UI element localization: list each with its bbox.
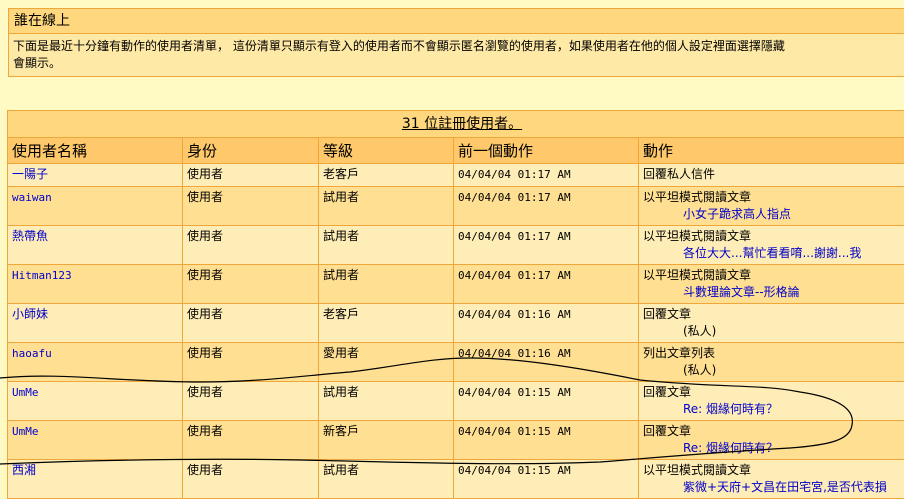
role-cell: 使用者 (183, 164, 319, 187)
column-header[interactable]: 使用者名稱 (8, 138, 183, 164)
last-activity-time: 04/04/04 01:15 AM (454, 421, 639, 460)
last-activity-time: 04/04/04 01:15 AM (454, 460, 639, 499)
table-row: Hitman123 使用者 試用者 04/04/04 01:17 AM 以平坦模… (8, 265, 904, 304)
username-link[interactable]: UmMe (12, 425, 39, 438)
table-row: waiwan 使用者 試用者 04/04/04 01:17 AM 以平坦模式閱讀… (8, 187, 904, 226)
level-cell: 老客戶 (319, 304, 454, 343)
action-text: 列出文章列表 (643, 345, 904, 362)
role-cell: 使用者 (183, 304, 319, 343)
last-activity-time: 04/04/04 01:17 AM (454, 265, 639, 304)
description-line: 會顯示。 (13, 55, 904, 72)
role-cell: 使用者 (183, 382, 319, 421)
username-link[interactable]: 熱帶魚 (12, 229, 48, 243)
role-cell: 使用者 (183, 343, 319, 382)
table-row: 熱帶魚 使用者 試用者 04/04/04 01:17 AM 以平坦模式閱讀文章各… (8, 226, 904, 265)
action-text: 以平坦模式閱讀文章 (643, 462, 904, 479)
action-cell: 以平坦模式閱讀文章紫微+天府+文昌在田宅宮,是否代表損 (639, 460, 904, 499)
action-cell: 以平坦模式閱讀文章斗數理論文章--形格論 (639, 265, 904, 304)
level-cell: 試用者 (319, 226, 454, 265)
user-cell: 小師妹 (8, 304, 183, 343)
table-row: 小師妹 使用者 老客戶 04/04/04 01:16 AM 回覆文章(私人) (8, 304, 904, 343)
column-header[interactable]: 前一個動作 (454, 138, 639, 164)
user-cell: waiwan (8, 187, 183, 226)
column-header[interactable]: 動作 (639, 138, 904, 164)
column-header[interactable]: 身份 (183, 138, 319, 164)
thread-link[interactable]: 紫微+天府+文昌在田宅宮,是否代表損 (643, 479, 904, 496)
user-cell: 一陽子 (8, 164, 183, 187)
role-cell: 使用者 (183, 460, 319, 499)
thread-link[interactable]: 斗數理論文章--形格論 (643, 284, 904, 301)
username-link[interactable]: waiwan (12, 191, 52, 204)
thread-link[interactable]: 各位大大...幫忙看看唷...謝謝...我 (643, 245, 904, 262)
username-link[interactable]: 西湘 (12, 463, 36, 477)
level-cell: 新客戶 (319, 421, 454, 460)
level-cell: 試用者 (319, 187, 454, 226)
action-cell: 以平坦模式閱讀文章各位大大...幫忙看看唷...謝謝...我 (639, 226, 904, 265)
table-row: haoafu 使用者 愛用者 04/04/04 01:16 AM 列出文章列表(… (8, 343, 904, 382)
thread-link[interactable]: Re: 烟緣何時有？ (643, 401, 904, 418)
last-activity-time: 04/04/04 01:17 AM (454, 226, 639, 265)
panel-description: 下面是最近十分鐘有動作的使用者清單， 這份清單只顯示有登入的使用者而不會顯示匿名… (9, 34, 904, 76)
level-cell: 試用者 (319, 382, 454, 421)
user-cell: UmMe (8, 421, 183, 460)
thread-link[interactable]: 小女子跪求高人指点 (643, 206, 904, 223)
last-activity-time: 04/04/04 01:17 AM (454, 187, 639, 226)
action-cell: 回覆私人信件 (639, 164, 904, 187)
username-link[interactable]: haoafu (12, 347, 52, 360)
level-cell: 試用者 (319, 460, 454, 499)
last-activity-time: 04/04/04 01:16 AM (454, 304, 639, 343)
description-line: 下面是最近十分鐘有動作的使用者清單， 這份清單只顯示有登入的使用者而不會顯示匿名… (13, 38, 904, 55)
role-cell: 使用者 (183, 187, 319, 226)
user-cell: Hitman123 (8, 265, 183, 304)
last-activity-time: 04/04/04 01:15 AM (454, 382, 639, 421)
username-link[interactable]: UmMe (12, 386, 39, 399)
level-cell: 試用者 (319, 265, 454, 304)
registered-users-count: 31 位註冊使用者。 (8, 111, 904, 138)
user-cell: 西湘 (8, 460, 183, 499)
whos-online-panel: 誰在線上 下面是最近十分鐘有動作的使用者清單， 這份清單只顯示有登入的使用者而不… (8, 8, 904, 77)
private-label: (私人) (643, 362, 904, 379)
table-row: 西湘 使用者 試用者 04/04/04 01:15 AM 以平坦模式閱讀文章紫微… (8, 460, 904, 499)
username-link[interactable]: 一陽子 (12, 167, 48, 181)
user-cell: 熱帶魚 (8, 226, 183, 265)
role-cell: 使用者 (183, 421, 319, 460)
thread-link[interactable]: Re: 烟緣何時有？ (643, 440, 904, 457)
caption-text: 31 位註冊使用者。 (402, 116, 522, 132)
action-text: 回覆文章 (643, 384, 904, 401)
private-label: (私人) (643, 323, 904, 340)
username-link[interactable]: 小師妹 (12, 307, 48, 321)
panel-title: 誰在線上 (9, 9, 904, 34)
table-row: 一陽子 使用者 老客戶 04/04/04 01:17 AM 回覆私人信件 (8, 164, 904, 187)
action-text: 回覆文章 (643, 306, 904, 323)
action-cell: 以平坦模式閱讀文章小女子跪求高人指点 (639, 187, 904, 226)
action-cell: 回覆文章(私人) (639, 304, 904, 343)
username-link[interactable]: Hitman123 (12, 269, 72, 282)
action-cell: 列出文章列表(私人) (639, 343, 904, 382)
level-cell: 愛用者 (319, 343, 454, 382)
role-cell: 使用者 (183, 265, 319, 304)
last-activity-time: 04/04/04 01:17 AM (454, 164, 639, 187)
action-text: 以平坦模式閱讀文章 (643, 228, 904, 245)
role-cell: 使用者 (183, 226, 319, 265)
user-cell: UmMe (8, 382, 183, 421)
user-cell: haoafu (8, 343, 183, 382)
last-activity-time: 04/04/04 01:16 AM (454, 343, 639, 382)
action-text: 以平坦模式閱讀文章 (643, 267, 904, 284)
action-text: 回覆文章 (643, 423, 904, 440)
online-users-table: 31 位註冊使用者。 使用者名稱身份等級前一個動作動作 一陽子 使用者 老客戶 … (7, 110, 904, 499)
level-cell: 老客戶 (319, 164, 454, 187)
column-header[interactable]: 等級 (319, 138, 454, 164)
action-text: 以平坦模式閱讀文章 (643, 189, 904, 206)
action-text: 回覆私人信件 (643, 166, 904, 183)
